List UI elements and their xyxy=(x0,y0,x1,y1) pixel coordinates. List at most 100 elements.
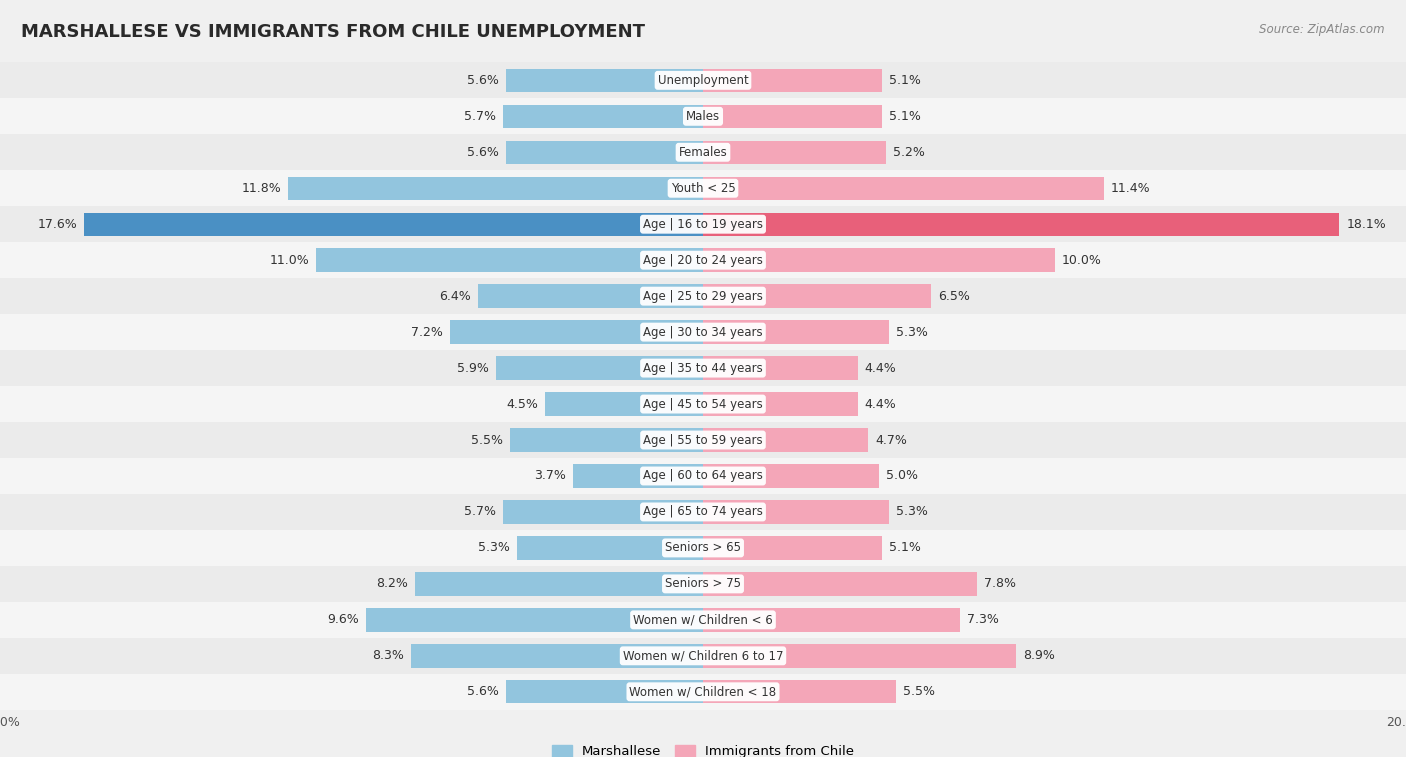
Text: Women w/ Children 6 to 17: Women w/ Children 6 to 17 xyxy=(623,650,783,662)
Text: Age | 45 to 54 years: Age | 45 to 54 years xyxy=(643,397,763,410)
Text: 5.6%: 5.6% xyxy=(467,146,499,159)
Bar xyxy=(0,494,1406,530)
Text: 5.7%: 5.7% xyxy=(464,110,496,123)
Bar xyxy=(0,314,1406,350)
Text: Age | 35 to 44 years: Age | 35 to 44 years xyxy=(643,362,763,375)
Bar xyxy=(703,248,1054,272)
Bar xyxy=(412,644,703,668)
Bar xyxy=(703,428,869,452)
Bar xyxy=(703,464,879,488)
Bar xyxy=(0,170,1406,206)
Text: Unemployment: Unemployment xyxy=(658,74,748,87)
Legend: Marshallese, Immigrants from Chile: Marshallese, Immigrants from Chile xyxy=(547,740,859,757)
Bar xyxy=(703,572,977,596)
Text: 4.4%: 4.4% xyxy=(865,362,897,375)
Text: 8.2%: 8.2% xyxy=(375,578,408,590)
Text: 7.2%: 7.2% xyxy=(411,326,443,338)
Text: 7.8%: 7.8% xyxy=(984,578,1017,590)
Bar xyxy=(703,536,883,559)
Text: Age | 20 to 24 years: Age | 20 to 24 years xyxy=(643,254,763,266)
Text: 9.6%: 9.6% xyxy=(326,613,359,626)
Text: 11.4%: 11.4% xyxy=(1111,182,1150,195)
Text: 11.0%: 11.0% xyxy=(270,254,309,266)
Bar xyxy=(703,213,1340,236)
Text: Age | 16 to 19 years: Age | 16 to 19 years xyxy=(643,218,763,231)
Text: Age | 30 to 34 years: Age | 30 to 34 years xyxy=(643,326,763,338)
Bar xyxy=(703,176,1104,200)
Text: Females: Females xyxy=(679,146,727,159)
Bar xyxy=(0,458,1406,494)
Text: 5.0%: 5.0% xyxy=(886,469,918,482)
Text: 5.1%: 5.1% xyxy=(889,541,921,554)
Bar xyxy=(506,69,703,92)
Text: 5.5%: 5.5% xyxy=(471,434,503,447)
Bar xyxy=(0,422,1406,458)
Text: 4.5%: 4.5% xyxy=(506,397,537,410)
Text: Age | 65 to 74 years: Age | 65 to 74 years xyxy=(643,506,763,519)
Text: Source: ZipAtlas.com: Source: ZipAtlas.com xyxy=(1260,23,1385,36)
Bar xyxy=(496,357,703,380)
Bar xyxy=(703,500,889,524)
Text: MARSHALLESE VS IMMIGRANTS FROM CHILE UNEMPLOYMENT: MARSHALLESE VS IMMIGRANTS FROM CHILE UNE… xyxy=(21,23,645,41)
Bar xyxy=(0,566,1406,602)
Bar xyxy=(506,141,703,164)
Text: Youth < 25: Youth < 25 xyxy=(671,182,735,195)
Text: 5.1%: 5.1% xyxy=(889,110,921,123)
Bar xyxy=(0,98,1406,134)
Bar xyxy=(288,176,703,200)
Bar xyxy=(0,530,1406,566)
Bar xyxy=(703,285,932,308)
Text: 5.5%: 5.5% xyxy=(904,685,935,698)
Bar xyxy=(0,638,1406,674)
Text: Women w/ Children < 6: Women w/ Children < 6 xyxy=(633,613,773,626)
Bar xyxy=(0,206,1406,242)
Text: 6.4%: 6.4% xyxy=(439,290,471,303)
Bar xyxy=(506,680,703,703)
Text: 5.3%: 5.3% xyxy=(478,541,510,554)
Bar xyxy=(0,278,1406,314)
Bar xyxy=(450,320,703,344)
Bar xyxy=(703,680,897,703)
Text: 5.6%: 5.6% xyxy=(467,685,499,698)
Bar xyxy=(0,674,1406,710)
Bar xyxy=(503,500,703,524)
Text: 10.0%: 10.0% xyxy=(1062,254,1101,266)
Text: 8.3%: 8.3% xyxy=(373,650,405,662)
Bar xyxy=(84,213,703,236)
Bar xyxy=(517,536,703,559)
Bar xyxy=(703,141,886,164)
Text: 17.6%: 17.6% xyxy=(38,218,77,231)
Bar xyxy=(316,248,703,272)
Bar xyxy=(703,320,889,344)
Text: 5.3%: 5.3% xyxy=(897,326,928,338)
Text: 4.7%: 4.7% xyxy=(875,434,907,447)
Bar xyxy=(0,602,1406,638)
Bar xyxy=(366,608,703,631)
Text: 5.3%: 5.3% xyxy=(897,506,928,519)
Text: Seniors > 65: Seniors > 65 xyxy=(665,541,741,554)
Text: Women w/ Children < 18: Women w/ Children < 18 xyxy=(630,685,776,698)
Bar xyxy=(703,69,883,92)
Bar xyxy=(546,392,703,416)
Bar xyxy=(574,464,703,488)
Text: 8.9%: 8.9% xyxy=(1024,650,1054,662)
Text: Age | 55 to 59 years: Age | 55 to 59 years xyxy=(643,434,763,447)
Text: 5.2%: 5.2% xyxy=(893,146,925,159)
Text: Males: Males xyxy=(686,110,720,123)
Text: Seniors > 75: Seniors > 75 xyxy=(665,578,741,590)
Text: Age | 25 to 29 years: Age | 25 to 29 years xyxy=(643,290,763,303)
Bar xyxy=(703,392,858,416)
Bar xyxy=(478,285,703,308)
Text: 6.5%: 6.5% xyxy=(939,290,970,303)
Text: 5.6%: 5.6% xyxy=(467,74,499,87)
Bar xyxy=(503,104,703,128)
Bar xyxy=(0,62,1406,98)
Bar xyxy=(703,357,858,380)
Bar xyxy=(415,572,703,596)
Bar xyxy=(703,104,883,128)
Bar xyxy=(703,644,1015,668)
Text: 3.7%: 3.7% xyxy=(534,469,565,482)
Bar xyxy=(0,134,1406,170)
Text: 5.7%: 5.7% xyxy=(464,506,496,519)
Bar xyxy=(0,242,1406,278)
